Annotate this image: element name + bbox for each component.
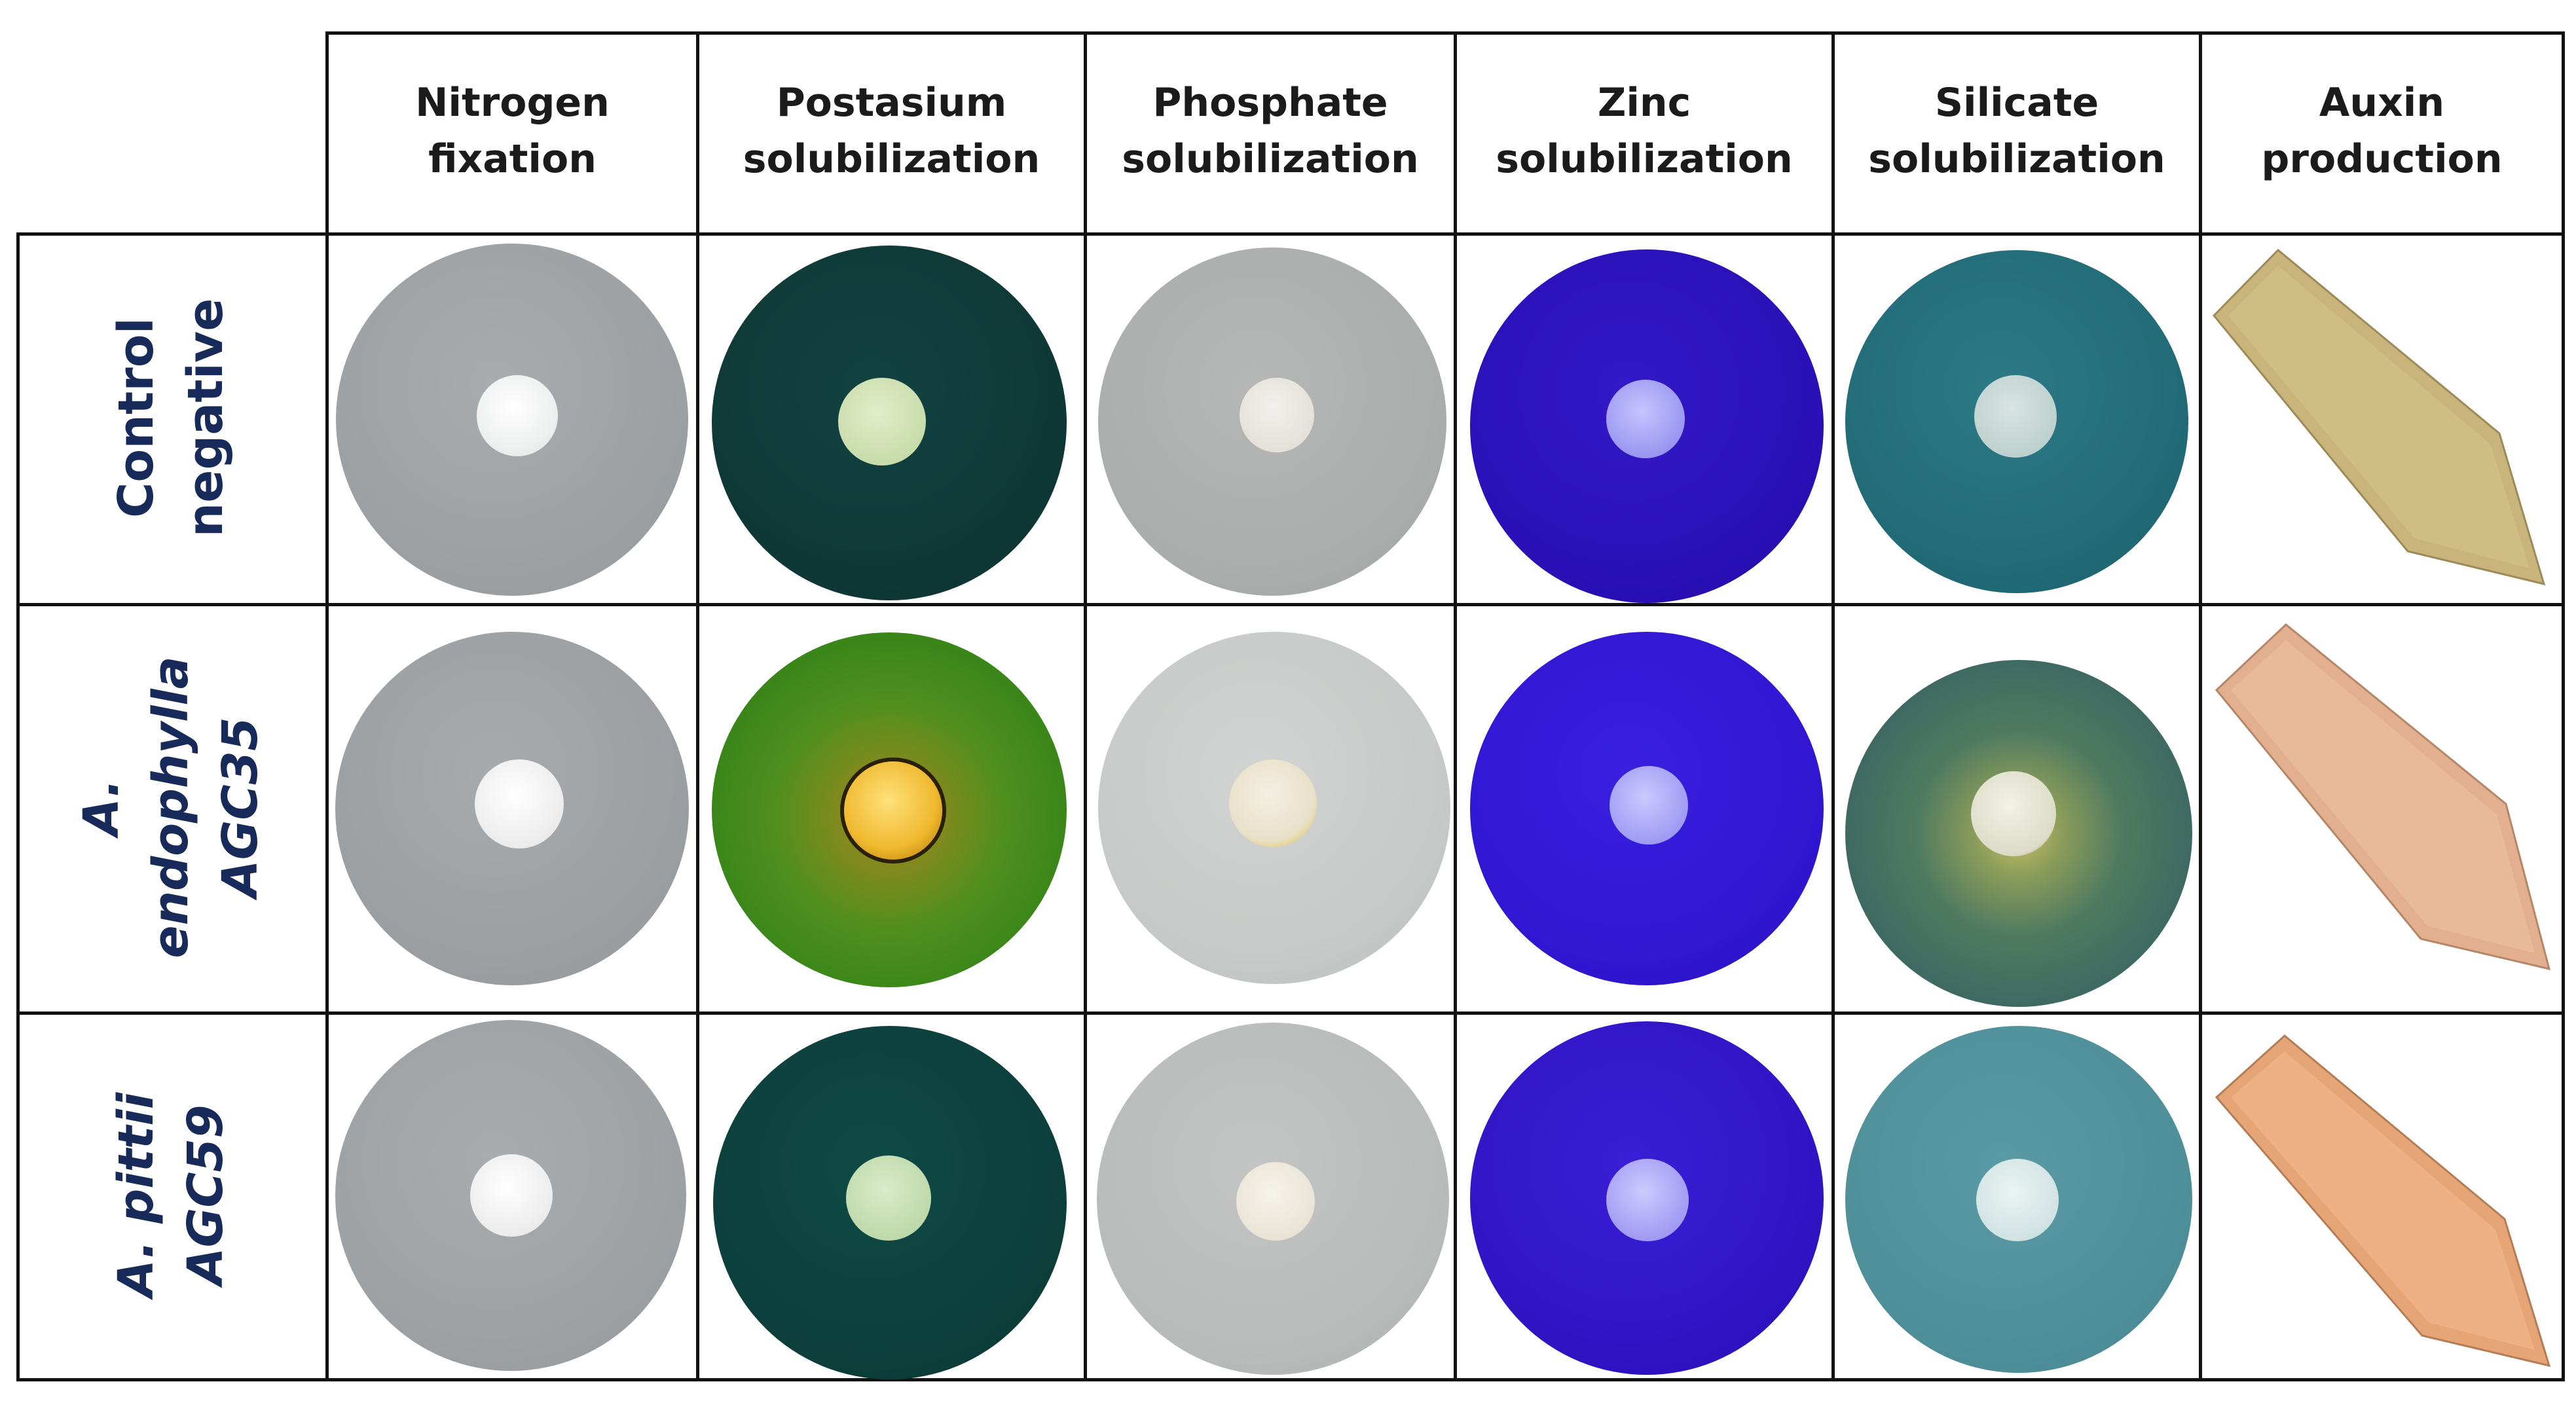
auxin-tube-control — [2212, 248, 2546, 586]
header-line: fixation — [428, 136, 597, 182]
row-label-line: A. pittii — [108, 1092, 164, 1298]
column-header-zinc-solubilization: Zinc solubilization — [1457, 36, 1831, 226]
grid-col-divider — [1831, 31, 1835, 1381]
header-line: Auxin — [2319, 80, 2445, 126]
header-line: solubilization — [1496, 136, 1793, 182]
inoculum-disc — [470, 1154, 553, 1237]
inoculum-disc — [1236, 1162, 1315, 1241]
grid-col-divider — [325, 31, 329, 1381]
grid-col-divider — [696, 31, 699, 1381]
grid-col-divider — [1084, 31, 1087, 1381]
grid-left-line — [16, 232, 20, 1381]
inoculum-disc — [1229, 759, 1317, 847]
row-label-line: Control — [108, 318, 164, 518]
column-header-silicate-solubilization: Silicate solubilization — [1835, 36, 2199, 226]
inoculum-disc — [1974, 375, 2057, 458]
column-header-auxin-production: Auxin production — [2202, 36, 2562, 226]
row-label-line: endophylla — [143, 656, 199, 958]
grid-col-divider — [2199, 31, 2202, 1381]
inoculum-disc — [1976, 1159, 2059, 1241]
row-label-line: negative — [177, 298, 234, 538]
auxin-tube-agc59 — [2215, 1034, 2551, 1368]
auxin-tube-agc35 — [2215, 623, 2551, 971]
row-label-a-pittii-agc59: A. pittii AGC59 — [108, 998, 234, 1391]
inoculum-disc — [1606, 380, 1685, 458]
row-label-a-endophylla-agc35: A. endophylla AGC35 — [66, 598, 276, 1017]
inoculum-disc — [846, 1156, 931, 1241]
grid-header-bottom-line — [16, 232, 2565, 236]
grid-row1-bottom-line — [16, 603, 2565, 606]
row-label-line: A. — [73, 778, 130, 836]
inoculum-disc — [838, 378, 926, 465]
row-label-line: AGC59 — [177, 1104, 234, 1285]
grid-right-line — [2562, 31, 2565, 1381]
header-line: Zinc — [1597, 80, 1691, 126]
header-line: Nitrogen — [415, 80, 610, 126]
header-line: production — [2261, 136, 2503, 182]
header-line: solubilization — [1122, 136, 1419, 182]
inoculum-disc — [477, 375, 558, 456]
header-line: solubilization — [1868, 136, 2165, 182]
header-line: solubilization — [743, 136, 1040, 182]
column-header-potassium-solubilization: Postasium solubilization — [699, 36, 1084, 226]
inoculum-disc — [844, 761, 942, 860]
column-header-nitrogen-fixation: Nitrogen fixation — [329, 36, 696, 226]
grid-bottom-line — [16, 1378, 2565, 1381]
inoculum-disc — [1606, 1159, 1689, 1241]
grid-col-divider — [1454, 31, 1457, 1381]
inoculum-disc — [475, 759, 564, 848]
inoculum-disc — [1971, 771, 2056, 856]
row-label-line: AGC35 — [212, 717, 268, 898]
column-header-phosphate-solubilization: Phosphate solubilization — [1087, 36, 1454, 226]
row-label-control-negative: Control negative — [108, 221, 234, 614]
header-line: Postasium — [776, 80, 1007, 126]
inoculum-disc — [1610, 766, 1688, 845]
header-line: Phosphate — [1152, 80, 1388, 126]
inoculum-disc — [1240, 378, 1314, 452]
grid-top-line — [325, 31, 2565, 35]
header-line: Silicate — [1934, 80, 2099, 126]
grid-row2-bottom-line — [16, 1011, 2565, 1015]
